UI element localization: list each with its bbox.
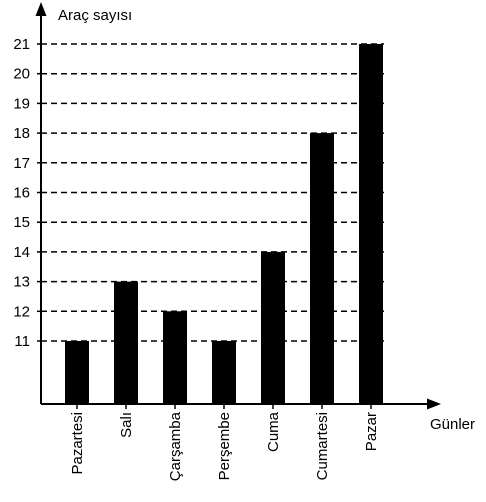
y-tick-label: 16: [13, 185, 30, 202]
y-tick-label: 17: [13, 155, 30, 172]
x-category-label: Cumartesi: [314, 412, 331, 480]
bar: [114, 281, 138, 404]
x-category-label: Çarşamba: [167, 411, 184, 481]
x-category-label: Pazar: [363, 412, 380, 451]
y-tick-label: 21: [13, 36, 30, 53]
y-tick-label: 18: [13, 125, 30, 142]
bar: [261, 251, 285, 404]
bar: [65, 341, 89, 404]
x-category-label: Pazartesi: [69, 412, 86, 475]
bars: [65, 44, 383, 404]
axes: Araç sayısı Günler: [35, 2, 475, 433]
bar: [163, 311, 187, 404]
x-category-label: Perşembe: [216, 412, 233, 480]
y-tick-label: 13: [13, 274, 30, 291]
y-axis-arrow: [35, 2, 47, 16]
bar: [310, 133, 334, 404]
y-tick-label: 12: [13, 303, 30, 320]
x-category-label: Cuma: [265, 411, 282, 452]
x-category-label: Salı: [118, 412, 135, 438]
y-tick-label: 15: [13, 214, 30, 231]
x-category-labels: Pazartesi Salı Çarşamba Perşembe Cuma Cumarte…: [69, 404, 380, 481]
y-tick-label: 14: [13, 244, 30, 261]
y-tick-label: 20: [13, 66, 30, 83]
bar: [212, 341, 236, 404]
y-tick-label: 19: [13, 95, 30, 112]
y-tick-labels: 11 12 13 14 15 16 17 18 19 20 21: [13, 36, 41, 350]
x-axis-title: Günler: [430, 416, 475, 433]
y-tick-label: 11: [14, 333, 30, 350]
y-axis-title: Araç sayısı: [58, 7, 132, 24]
x-axis-arrow: [427, 398, 441, 410]
bar: [359, 44, 383, 404]
